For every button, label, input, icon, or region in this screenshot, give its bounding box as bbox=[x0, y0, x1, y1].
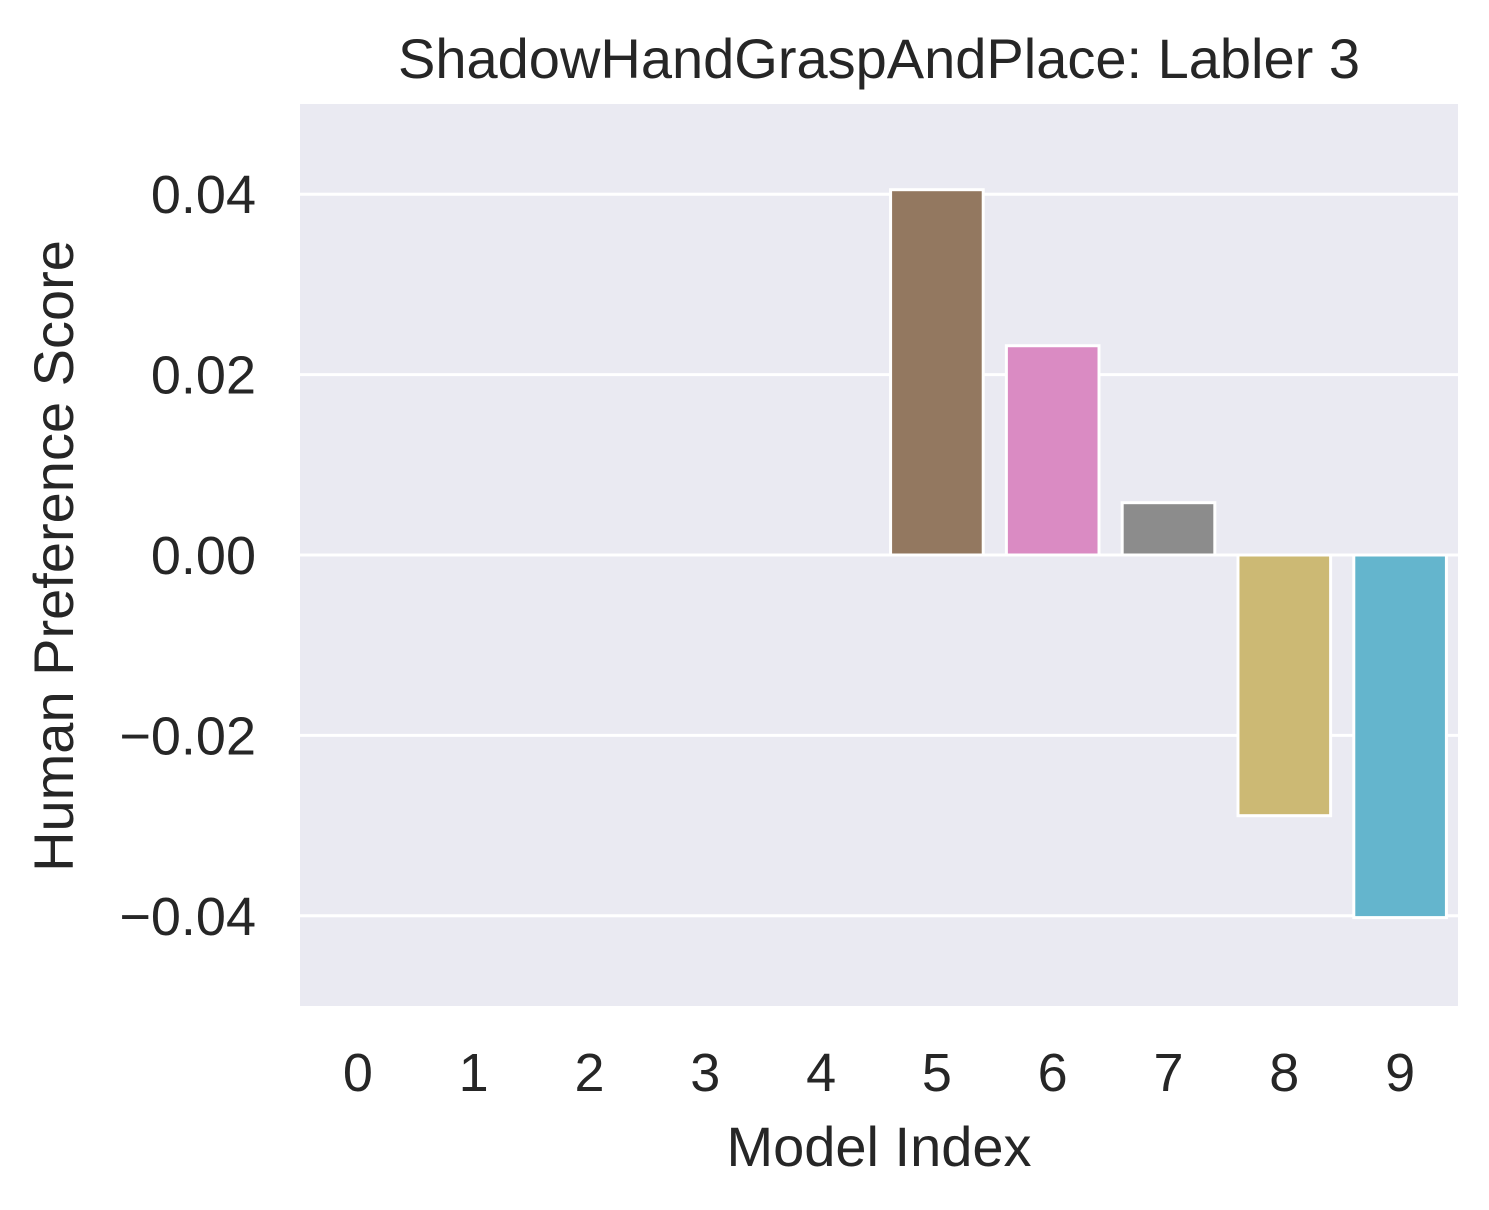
y-tick-label: −0.04 bbox=[119, 887, 256, 947]
x-tick-label: 8 bbox=[1269, 1043, 1299, 1103]
bar-model-8 bbox=[1236, 553, 1333, 818]
bar-model-6 bbox=[1004, 344, 1101, 557]
x-tick-label: 7 bbox=[1153, 1043, 1183, 1103]
bar-model-9 bbox=[1352, 553, 1448, 920]
y-axis-ticks: −0.04 −0.02 0.00 0.02 0.04 bbox=[119, 165, 256, 947]
x-tick-label: 9 bbox=[1385, 1043, 1415, 1103]
y-tick-label: −0.02 bbox=[119, 706, 256, 766]
bar-model-7 bbox=[1120, 501, 1217, 557]
x-tick-label: 3 bbox=[690, 1043, 720, 1103]
x-axis-label: Model Index bbox=[726, 1115, 1031, 1178]
x-tick-label: 2 bbox=[574, 1043, 604, 1103]
chart-title: ShadowHandGraspAndPlace: Labler 3 bbox=[398, 27, 1360, 90]
bar-model-5 bbox=[889, 188, 985, 557]
x-tick-label: 1 bbox=[459, 1043, 489, 1103]
y-tick-label: 0.00 bbox=[151, 526, 256, 586]
y-axis-label: Human Preference Score bbox=[22, 240, 85, 872]
x-tick-label: 0 bbox=[343, 1043, 373, 1103]
y-tick-label: 0.04 bbox=[151, 165, 256, 225]
x-tick-label: 4 bbox=[806, 1043, 836, 1103]
y-tick-label: 0.02 bbox=[151, 346, 256, 406]
x-axis-ticks: 0 1 2 3 4 5 6 7 8 9 bbox=[343, 1043, 1415, 1103]
bars bbox=[889, 188, 1448, 920]
x-tick-label: 5 bbox=[922, 1043, 952, 1103]
x-tick-label: 6 bbox=[1038, 1043, 1068, 1103]
